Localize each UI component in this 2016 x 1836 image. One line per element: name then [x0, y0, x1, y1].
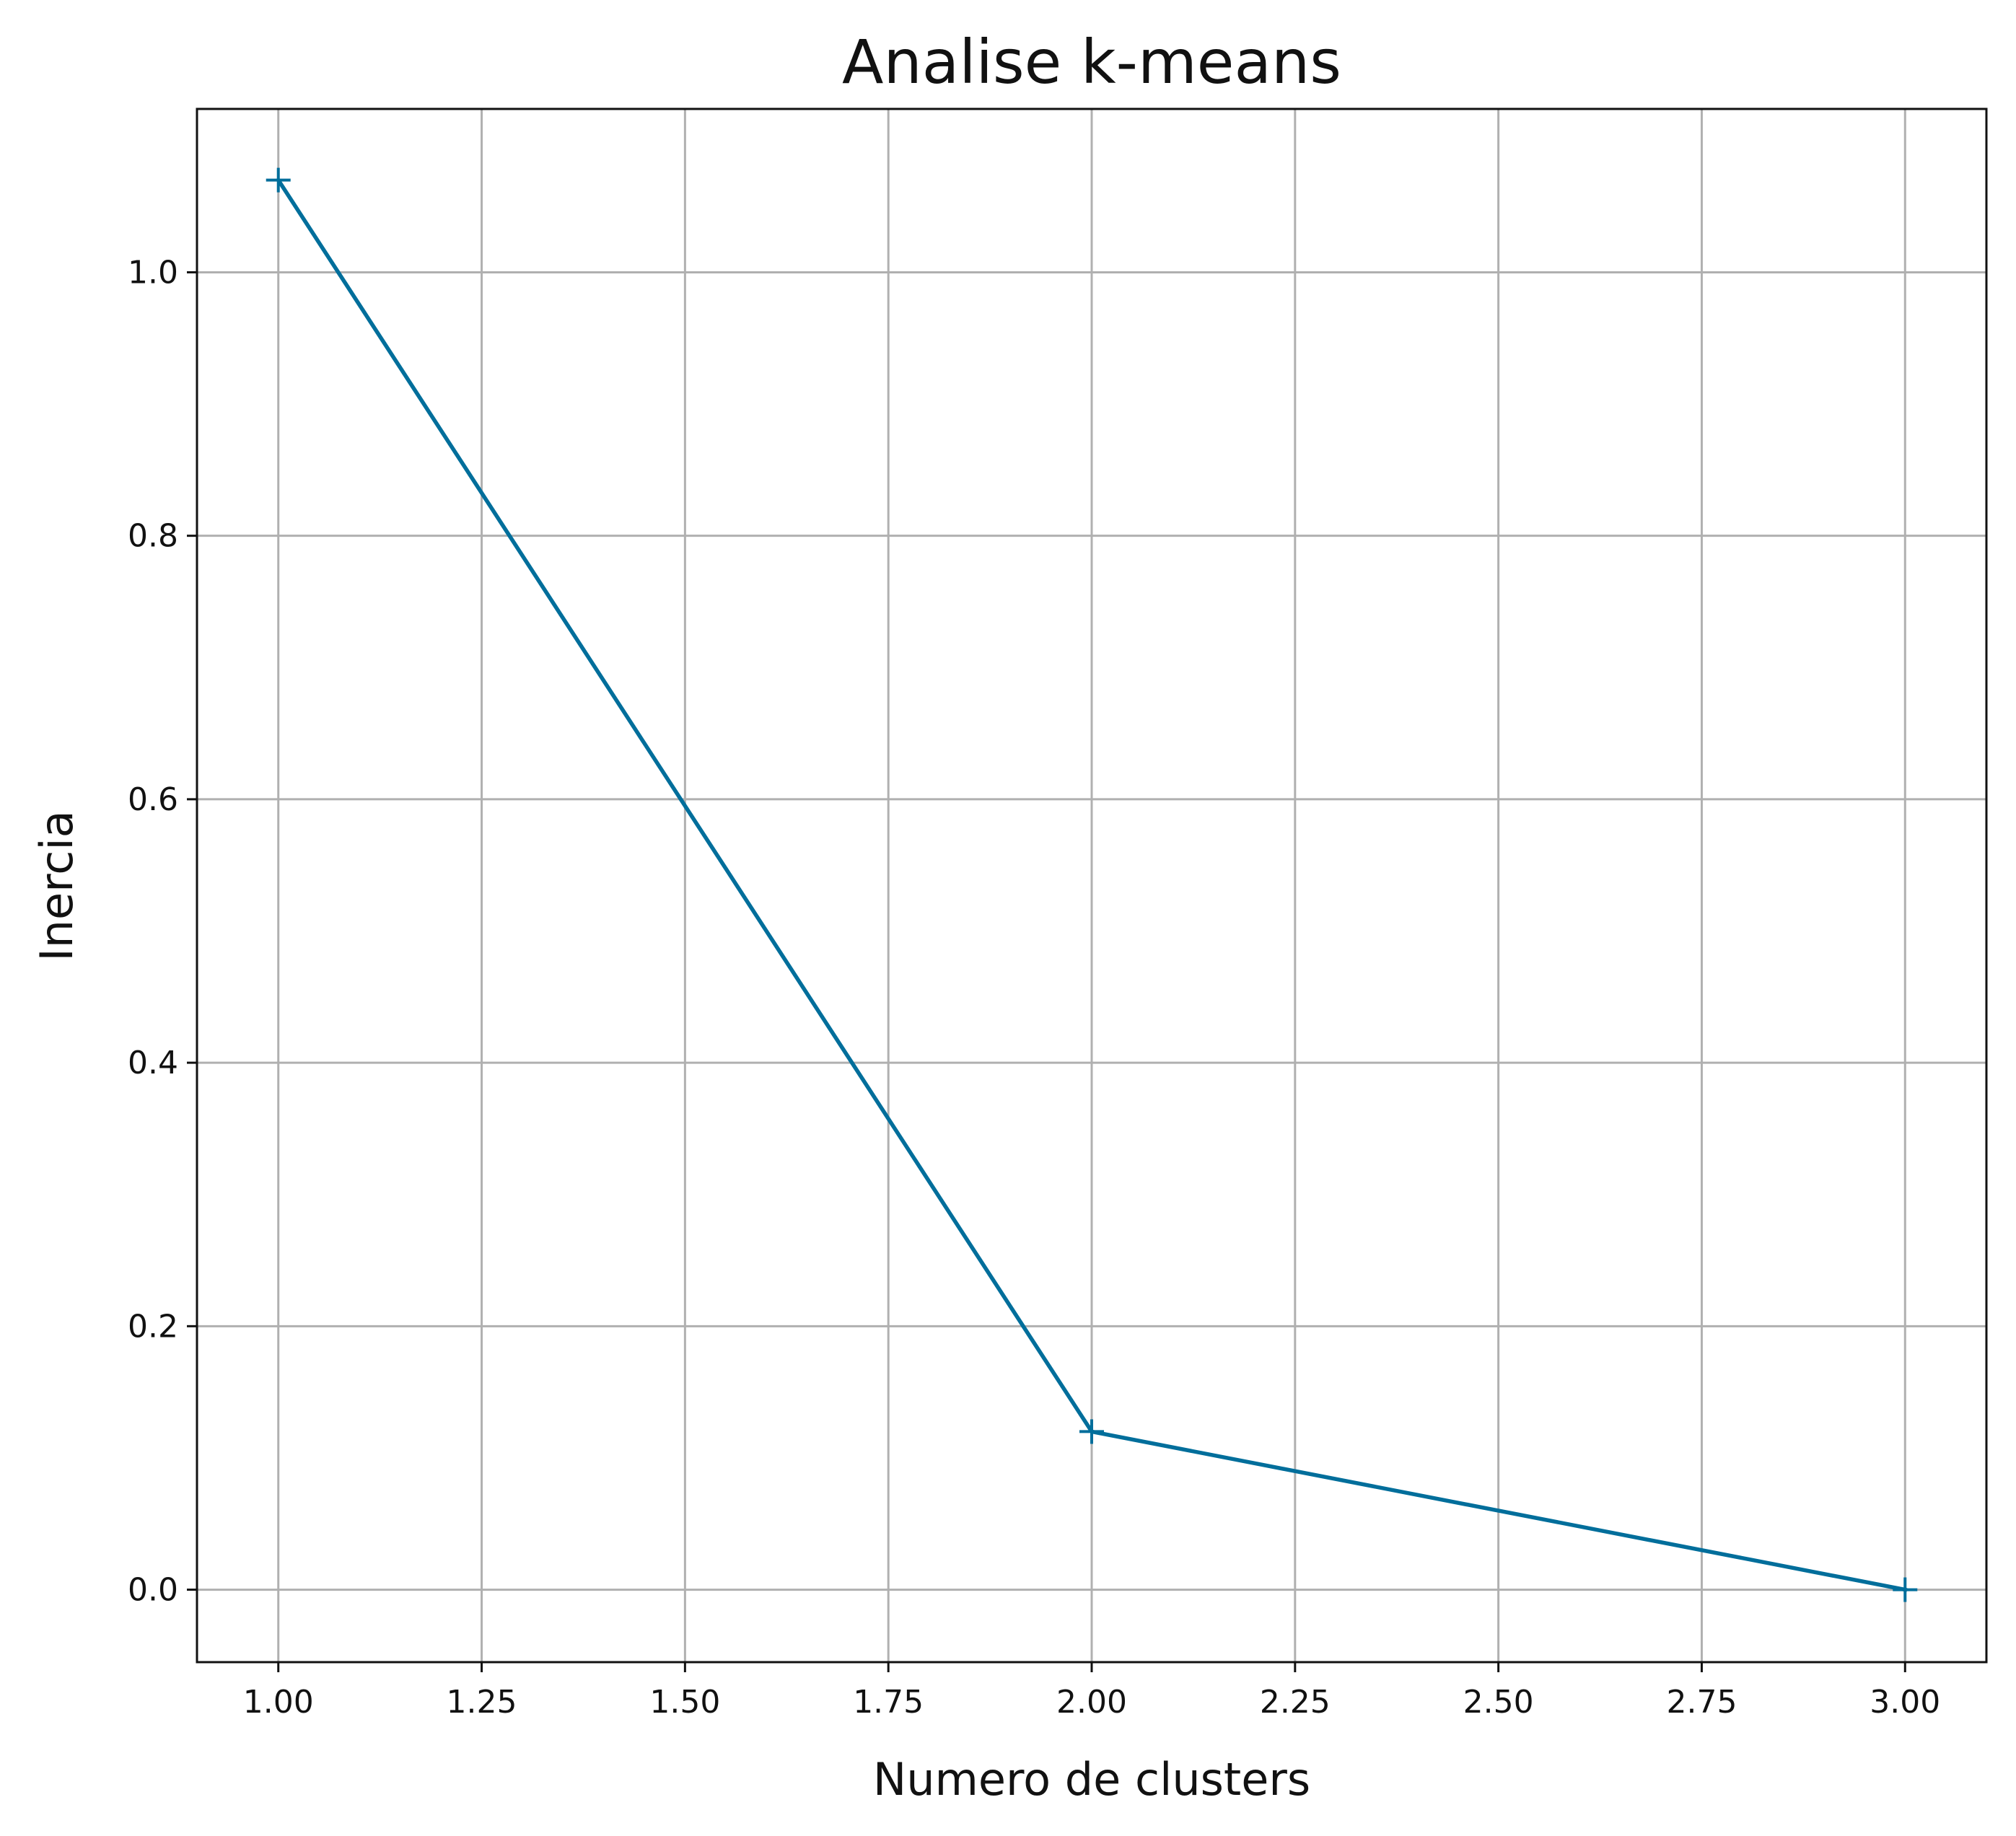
y-tick-label: 0.8 — [128, 518, 178, 555]
x-tick-label: 1.75 — [853, 1684, 924, 1721]
data-point-marker — [1079, 1419, 1104, 1444]
x-tick-label: 1.00 — [243, 1684, 314, 1721]
x-tick-label: 1.25 — [447, 1684, 517, 1721]
data-point-marker — [266, 167, 291, 193]
x-tick-label: 1.50 — [649, 1684, 720, 1721]
y-tick-label: 0.2 — [128, 1308, 178, 1345]
chart-title: Analise k-means — [842, 27, 1341, 97]
y-tick-label: 0.6 — [128, 781, 178, 818]
data-point-marker — [1893, 1577, 1918, 1602]
x-tick-label: 2.25 — [1260, 1684, 1331, 1721]
y-tick-label: 1.0 — [128, 254, 178, 291]
y-tick-label: 0.4 — [128, 1045, 178, 1081]
x-tick-label: 2.50 — [1463, 1684, 1534, 1721]
x-tick-label: 3.00 — [1870, 1684, 1940, 1721]
x-axis-label: Numero de clusters — [873, 1753, 1310, 1806]
x-tick-label: 2.75 — [1666, 1684, 1737, 1721]
grid — [197, 109, 1986, 1662]
x-tick-label: 2.00 — [1056, 1684, 1127, 1721]
plot-frame — [196, 107, 1988, 1664]
axis-ticks: 1.00 1.25 1.50 1.75 2.00 2.25 2.50 2.75 3.00 0.0 0… — [128, 254, 1940, 1721]
y-axis-label: Inercia — [30, 810, 83, 961]
series-layer — [266, 167, 1918, 1602]
y-tick-label: 0.0 — [128, 1572, 178, 1609]
